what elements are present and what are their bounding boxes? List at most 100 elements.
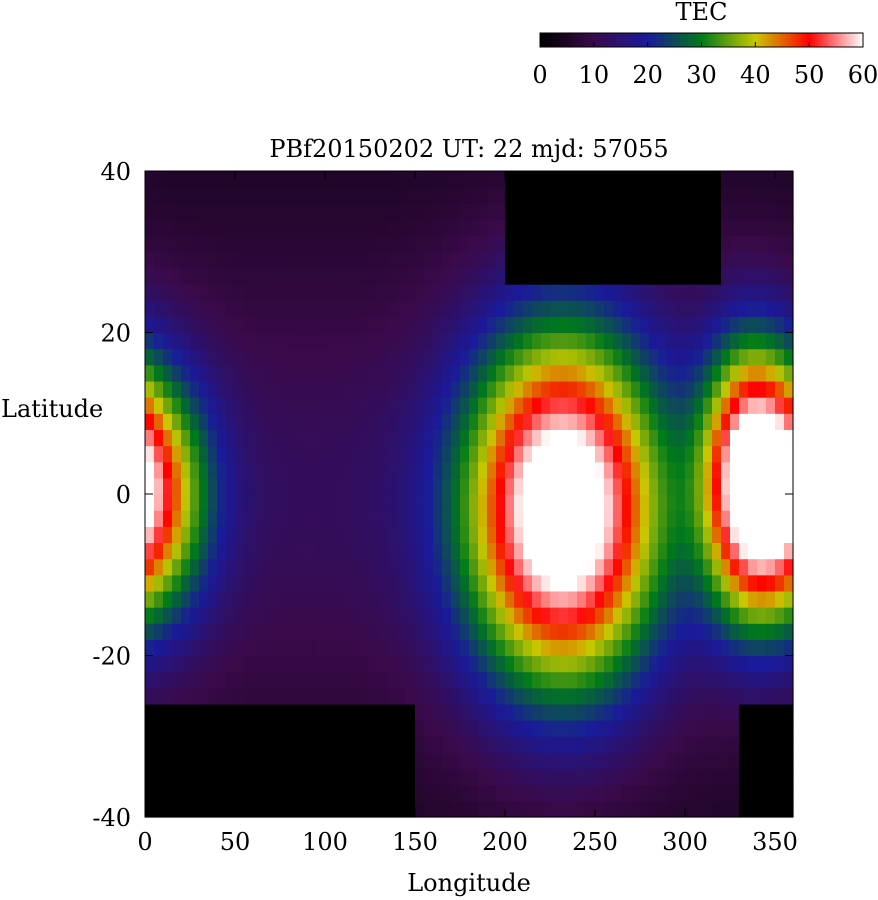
- heatmap-cell: [613, 235, 623, 253]
- heatmap-cell: [343, 348, 353, 366]
- heatmap-cell: [379, 251, 389, 269]
- heatmap-cell: [352, 768, 362, 786]
- heatmap-cell: [505, 542, 515, 560]
- heatmap-cell: [388, 187, 398, 204]
- heatmap-cell: [595, 284, 605, 301]
- heatmap-cell: [244, 187, 254, 204]
- heatmap-cell: [730, 671, 740, 689]
- heatmap-cell: [190, 348, 200, 366]
- heatmap-cell: [370, 510, 380, 527]
- heatmap-cell: [658, 607, 668, 624]
- heatmap-cell: [370, 203, 380, 221]
- heatmap-cell: [694, 316, 704, 334]
- heatmap-cell: [271, 703, 281, 721]
- heatmap-cell: [145, 429, 155, 447]
- heatmap-cell: [667, 655, 677, 673]
- heatmap-cell: [379, 461, 389, 479]
- heatmap-cell: [739, 574, 749, 592]
- heatmap-cell: [514, 429, 524, 447]
- heatmap-cell: [496, 332, 506, 350]
- heatmap-cell: [424, 251, 434, 269]
- heatmap-cell: [577, 542, 587, 560]
- heatmap-cell: [145, 364, 155, 382]
- heatmap-cell: [532, 510, 542, 527]
- heatmap-cell: [172, 526, 182, 544]
- heatmap-cell: [541, 219, 551, 237]
- heatmap-cell: [568, 671, 578, 689]
- heatmap-cell: [433, 171, 443, 188]
- heatmap-cell: [271, 800, 281, 818]
- heatmap-cell: [712, 316, 722, 334]
- heatmap-cell: [640, 219, 650, 237]
- heatmap-cell: [541, 413, 551, 430]
- heatmap-cell: [469, 219, 479, 237]
- heatmap-cell: [298, 736, 308, 753]
- heatmap-cell: [307, 219, 317, 237]
- heatmap-cell: [640, 284, 650, 301]
- heatmap-cell: [226, 784, 236, 802]
- heatmap-cell: [370, 607, 380, 624]
- heatmap-cell: [280, 720, 290, 737]
- heatmap-cell: [217, 413, 227, 430]
- heatmap-cell: [217, 332, 227, 350]
- x-tick-label: 350: [752, 828, 798, 856]
- heatmap-cell: [316, 510, 326, 527]
- heatmap-cell: [352, 477, 362, 495]
- heatmap-cell: [748, 655, 758, 673]
- heatmap-cell: [226, 558, 236, 576]
- heatmap-cell: [154, 203, 164, 221]
- heatmap-cell: [145, 558, 155, 576]
- heatmap-cell: [523, 300, 533, 317]
- heatmap-cell: [775, 768, 785, 786]
- heatmap-cell: [748, 784, 758, 802]
- heatmap-cell: [262, 380, 272, 398]
- heatmap-cell: [226, 284, 236, 301]
- heatmap-cell: [451, 703, 461, 721]
- heatmap-cell: [694, 477, 704, 495]
- heatmap-cell: [595, 380, 605, 398]
- heatmap-cell: [352, 590, 362, 608]
- heatmap-cell: [595, 364, 605, 382]
- heatmap-cell: [523, 736, 533, 753]
- heatmap-cell: [586, 687, 596, 705]
- heatmap-cell: [235, 703, 245, 721]
- heatmap-cell: [352, 510, 362, 527]
- heatmap-cell: [379, 655, 389, 673]
- heatmap-cell: [271, 494, 281, 511]
- heatmap-cell: [541, 768, 551, 786]
- colorbar-cell: [540, 33, 544, 47]
- heatmap-cell: [730, 703, 740, 721]
- heatmap-cell: [289, 267, 299, 285]
- heatmap-cell: [307, 784, 317, 802]
- colorbar-cell: [844, 33, 848, 47]
- heatmap-cell: [163, 607, 173, 624]
- heatmap-cell: [559, 639, 569, 657]
- heatmap-cell: [676, 348, 686, 366]
- heatmap-cell: [568, 429, 578, 447]
- heatmap-cell: [289, 445, 299, 463]
- colorbar-cell: [601, 33, 606, 47]
- heatmap-cell: [316, 429, 326, 447]
- heatmap-cell: [658, 397, 668, 414]
- heatmap-cell: [334, 574, 344, 592]
- heatmap-cell: [199, 332, 209, 350]
- heatmap-cell: [496, 235, 506, 253]
- heatmap-cell: [433, 203, 443, 221]
- heatmap-cell: [775, 364, 785, 382]
- heatmap-cell: [550, 574, 560, 592]
- heatmap-cell: [478, 235, 488, 253]
- heatmap-cell: [244, 800, 254, 818]
- heatmap-cell: [442, 526, 452, 544]
- heatmap-cell: [604, 219, 614, 237]
- heatmap-cell: [739, 800, 749, 818]
- heatmap-cell: [550, 251, 560, 269]
- heatmap-cell: [271, 413, 281, 430]
- heatmap-cell: [478, 251, 488, 269]
- heatmap-cell: [370, 235, 380, 253]
- heatmap-cell: [496, 542, 506, 560]
- heatmap-cell: [694, 235, 704, 253]
- heatmap-cell: [766, 510, 776, 527]
- heatmap-cell: [676, 526, 686, 544]
- heatmap-cell: [685, 348, 695, 366]
- heatmap-cell: [298, 477, 308, 495]
